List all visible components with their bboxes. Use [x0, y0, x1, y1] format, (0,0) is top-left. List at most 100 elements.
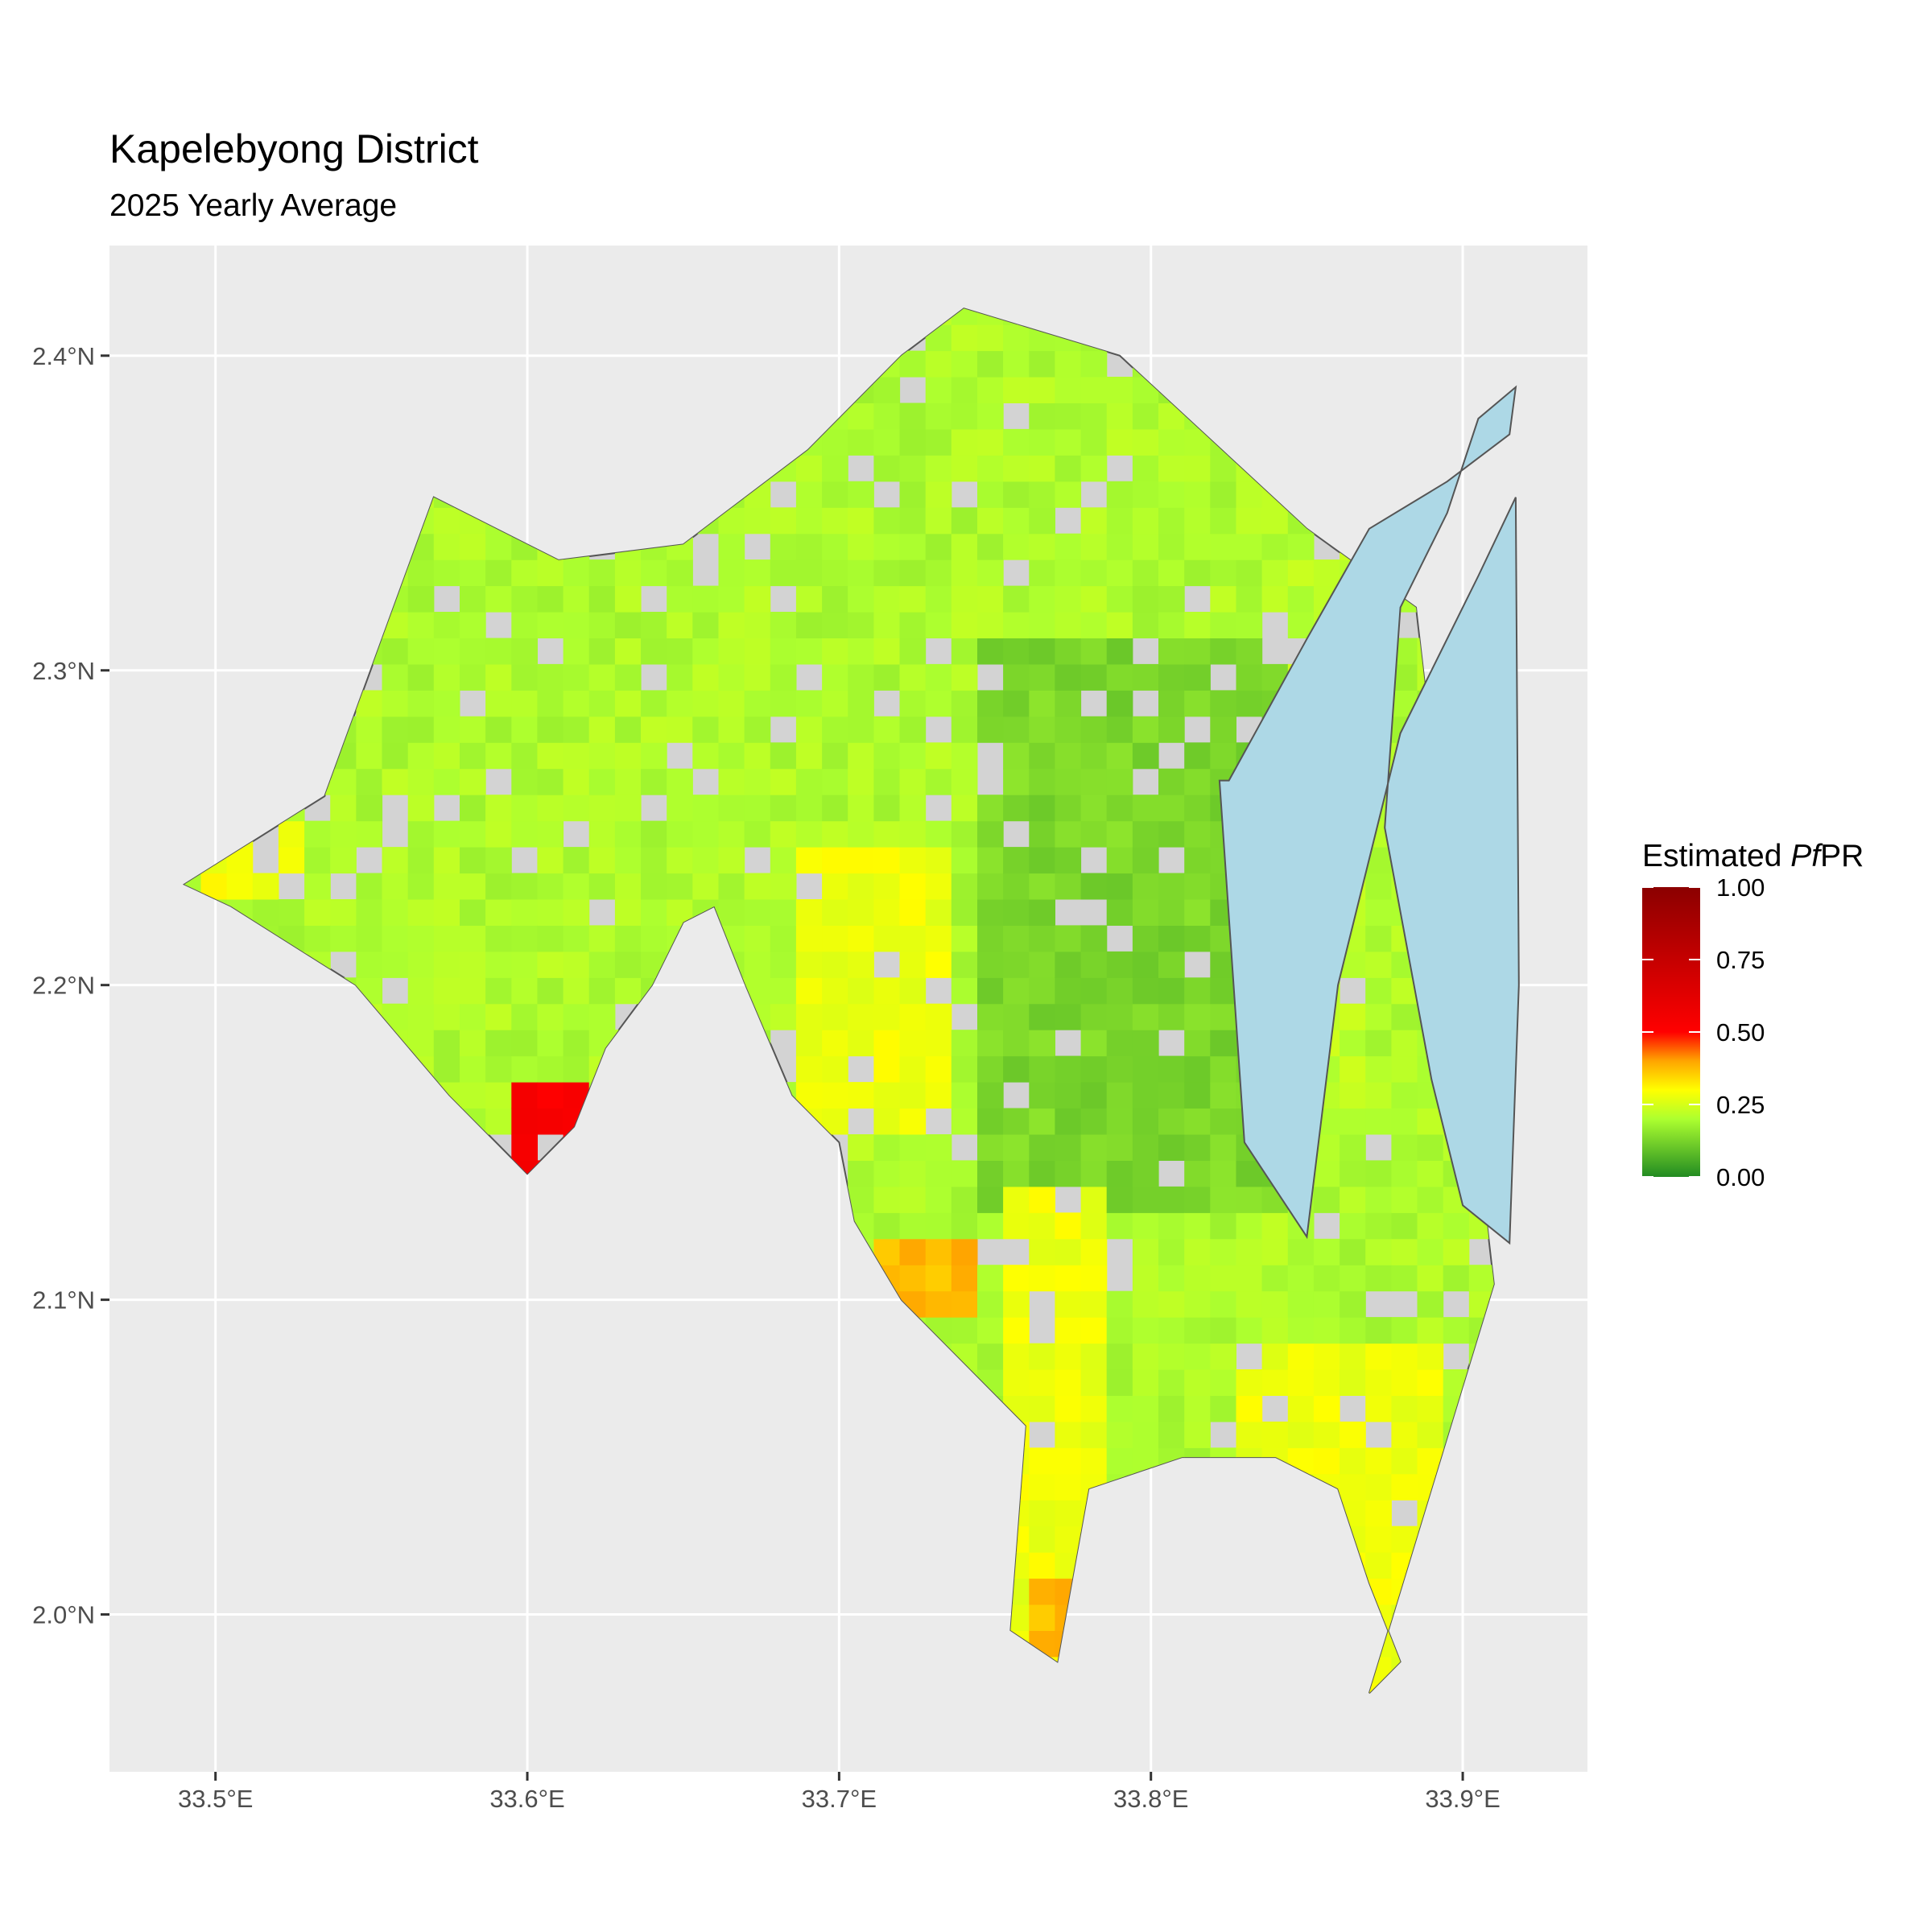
pfpr-cell	[1236, 612, 1263, 638]
pfpr-cell	[873, 663, 901, 691]
pfpr-cell	[382, 742, 409, 770]
pfpr-cell	[1287, 1369, 1315, 1396]
pfpr-cell	[1055, 1290, 1082, 1318]
x-tick-label: 33.8°E	[1113, 1785, 1188, 1813]
pfpr-cell	[718, 663, 745, 691]
pfpr-cell	[1055, 585, 1082, 613]
pfpr-cell	[433, 925, 460, 952]
pfpr-cell	[356, 873, 383, 900]
pfpr-cell	[770, 768, 797, 795]
pfpr-cell	[1132, 1082, 1159, 1109]
pfpr-cell	[822, 795, 848, 822]
pfpr-cell	[1365, 1473, 1392, 1501]
pfpr-cell	[873, 455, 901, 482]
pfpr-cell	[433, 1055, 460, 1083]
pfpr-cell	[588, 951, 616, 978]
x-tick-label: 33.5°E	[178, 1785, 253, 1813]
pfpr-cell	[563, 690, 590, 717]
pfpr-cell	[460, 559, 486, 587]
pfpr-cell	[951, 1055, 978, 1083]
pfpr-cell	[744, 873, 771, 900]
pfpr-cell	[1055, 428, 1082, 456]
pfpr-cell	[1003, 899, 1030, 926]
pfpr-cell	[1132, 1238, 1159, 1265]
pfpr-cell	[1184, 899, 1211, 926]
pfpr-cell	[485, 1108, 512, 1135]
pfpr-cell	[1158, 795, 1185, 822]
pfpr-cell	[873, 533, 901, 560]
pfpr-cell	[614, 873, 642, 900]
pfpr-cell	[795, 742, 823, 770]
pfpr-cell	[1313, 1343, 1340, 1370]
pfpr-cell	[1365, 925, 1392, 952]
pfpr-cell	[485, 847, 512, 874]
pfpr-cell	[925, 533, 952, 560]
pfpr-cell	[822, 977, 848, 1005]
pfpr-cell	[278, 820, 305, 848]
pfpr-cell	[1313, 1317, 1340, 1344]
pfpr-cell	[485, 559, 512, 587]
pfpr-cell	[822, 873, 848, 900]
pfpr-cell	[899, 768, 927, 795]
pfpr-cell	[667, 585, 693, 613]
pfpr-cell	[588, 690, 616, 717]
pfpr-cell	[1417, 1265, 1444, 1292]
pfpr-cell	[951, 612, 978, 638]
pfpr-cell	[1080, 1055, 1108, 1083]
pfpr-cell	[1029, 1343, 1055, 1370]
pfpr-cell	[1003, 1055, 1030, 1083]
pfpr-cell	[1158, 559, 1185, 587]
pfpr-cell	[1391, 1055, 1418, 1083]
pfpr-cell	[1313, 1160, 1340, 1187]
pfpr-cell	[925, 428, 952, 456]
pfpr-cell	[1055, 716, 1082, 743]
pfpr-cell	[848, 612, 874, 638]
pfpr-cell	[1029, 1369, 1055, 1396]
pfpr-cell	[1080, 1160, 1108, 1187]
pfpr-cell	[692, 716, 719, 743]
pfpr-cell	[951, 977, 978, 1005]
pfpr-cell	[1184, 1369, 1211, 1396]
pfpr-cell	[485, 925, 512, 952]
pfpr-cell	[1003, 1160, 1030, 1187]
pfpr-cell	[1236, 1238, 1263, 1265]
pfpr-cell	[1158, 1212, 1185, 1240]
pfpr-cell	[485, 795, 512, 822]
pfpr-cell	[485, 663, 512, 691]
pfpr-cell	[641, 638, 667, 665]
pfpr-cell	[1184, 742, 1211, 770]
pfpr-cell	[1080, 507, 1108, 535]
pfpr-cell	[667, 663, 693, 691]
pfpr-cell	[1055, 1212, 1082, 1240]
pfpr-cell	[1391, 1030, 1418, 1057]
pfpr-cell	[977, 1108, 1004, 1135]
pfpr-cell	[511, 559, 538, 587]
pfpr-cell	[614, 612, 642, 638]
pfpr-cell	[1313, 1421, 1340, 1448]
pfpr-cell	[485, 1082, 512, 1109]
pfpr-cell	[795, 899, 823, 926]
pfpr-cell	[1184, 455, 1211, 482]
pfpr-cell	[770, 612, 797, 638]
pfpr-cell	[951, 663, 978, 691]
pfpr-cell	[588, 612, 616, 638]
pfpr-cell	[795, 533, 823, 560]
pfpr-cell	[873, 428, 901, 456]
pfpr-cell	[848, 768, 874, 795]
pfpr-cell	[1106, 1160, 1133, 1187]
pfpr-cell	[795, 820, 823, 848]
pfpr-cell	[1029, 847, 1055, 874]
pfpr-cell	[433, 1003, 460, 1030]
pfpr-cell	[795, 612, 823, 638]
pfpr-cell	[1132, 1421, 1159, 1448]
pfpr-cell	[667, 873, 693, 900]
pfpr-cell	[1261, 1317, 1289, 1344]
pfpr-cell	[1003, 377, 1030, 403]
pfpr-cell	[1158, 481, 1185, 508]
pfpr-cell	[667, 559, 693, 587]
pfpr-cell	[1287, 559, 1315, 587]
pfpr-cell	[1003, 1343, 1030, 1370]
pfpr-cell	[1055, 638, 1082, 665]
pfpr-cell	[460, 795, 486, 822]
pfpr-cell	[537, 768, 564, 795]
